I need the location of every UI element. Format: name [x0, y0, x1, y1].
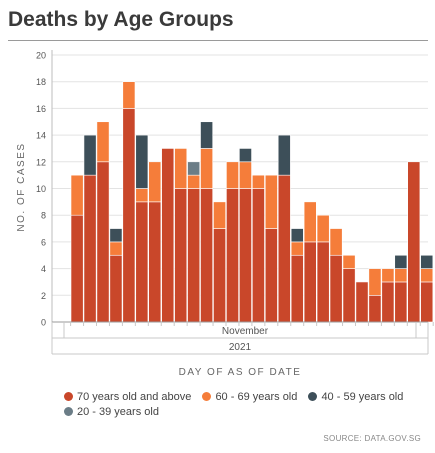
bar-segment-60-69[interactable] [368, 268, 382, 296]
y-tick-label: 12 [36, 157, 46, 167]
legend-item-40-59[interactable]: 40 - 59 years old [308, 390, 403, 405]
legend-label-70-plus: 70 years old and above [77, 391, 192, 403]
legend-label-60-69: 60 - 69 years old [215, 391, 298, 403]
bar-segment-70-plus[interactable] [407, 161, 421, 323]
bar-segment-70-plus[interactable] [148, 201, 162, 323]
title-divider [8, 40, 428, 41]
bar-segment-70-plus[interactable] [381, 281, 395, 323]
bar-segment-60-69[interactable] [109, 241, 123, 256]
bar-segment-60-69[interactable] [174, 148, 188, 189]
bar-segment-40-59[interactable] [420, 254, 434, 269]
y-tick-label: 6 [41, 237, 46, 247]
legend-dot-40-59 [308, 392, 318, 401]
bar-segment-70-plus[interactable] [174, 188, 188, 323]
legend-dot-60-69 [202, 392, 212, 401]
bar-segment-60-69[interactable] [394, 268, 408, 283]
bar-segment-40-59[interactable] [290, 228, 304, 243]
y-tick-label: 4 [41, 264, 46, 274]
bar-segment-40-59[interactable] [394, 254, 408, 269]
bar-segment-60-69[interactable] [96, 121, 110, 163]
bar-segment-60-69[interactable] [252, 174, 265, 189]
bar-segment-60-69[interactable] [200, 148, 213, 189]
legend-dot-70-plus [64, 392, 73, 401]
bar-segment-70-plus[interactable] [83, 174, 97, 323]
legend-dot-20-39 [64, 407, 73, 416]
bar-segment-60-69[interactable] [226, 161, 239, 189]
bar-segment-60-69[interactable] [213, 201, 226, 229]
bar-segment-60-69[interactable] [381, 268, 395, 283]
bar-segment-70-plus[interactable] [122, 108, 136, 323]
bar-segment-70-plus[interactable] [109, 254, 123, 323]
legend-label-20-39: 20 - 39 years old [77, 406, 159, 418]
bar-segment-40-59[interactable] [239, 148, 252, 163]
bar-segment-70-plus[interactable] [239, 188, 252, 323]
y-tick-label: 0 [41, 318, 46, 328]
bar-segment-70-plus[interactable] [368, 294, 382, 323]
bar-segment-60-69[interactable] [303, 201, 317, 243]
y-tick-labels: 0 2 4 6 8 10 12 14 16 18 20 [36, 51, 46, 328]
bar-segment-60-69[interactable] [135, 188, 149, 203]
legend: 70 years old and above 60 - 69 years old… [64, 390, 434, 420]
bar-segment-70-plus[interactable] [277, 174, 291, 323]
bar-segment-70-plus[interactable] [329, 254, 343, 323]
bar-segment-60-69[interactable] [122, 81, 136, 109]
bar-segment-70-plus[interactable] [213, 228, 226, 323]
bar-segment-40-59[interactable] [83, 134, 97, 176]
legend-item-20-39[interactable]: 20 - 39 years old [64, 405, 159, 420]
bar-segment-70-plus[interactable] [70, 214, 84, 323]
bar-segment-60-69[interactable] [316, 214, 330, 243]
bar-segment-60-69[interactable] [148, 161, 162, 203]
bar-segment-70-plus[interactable] [252, 188, 265, 323]
bar-segment-60-69[interactable] [239, 161, 252, 189]
bar-segment-60-69[interactable] [329, 228, 343, 256]
bar-segment-60-69[interactable] [342, 254, 356, 269]
bar-segment-60-69[interactable] [187, 174, 201, 189]
legend-label-40-59: 40 - 59 years old [321, 391, 404, 403]
y-tick-label: 20 [36, 51, 46, 61]
bar-segment-70-plus[interactable] [342, 268, 356, 323]
bar-segment-70-plus[interactable] [187, 188, 201, 323]
bar-segment-70-plus[interactable] [264, 228, 278, 323]
y-tick-label: 14 [36, 131, 46, 141]
bar-segment-70-plus[interactable] [355, 281, 369, 323]
legend-item-70-plus[interactable]: 70 years old and above [64, 390, 191, 405]
bars [70, 81, 434, 323]
bar-segment-70-plus[interactable] [161, 148, 175, 323]
x-month-label: November [222, 326, 269, 337]
bar-segment-70-plus[interactable] [420, 281, 434, 323]
y-tick-label: 10 [36, 184, 46, 194]
bar-segment-60-69[interactable] [264, 174, 278, 229]
bar-segment-60-69[interactable] [290, 241, 304, 256]
bar-segment-70-plus[interactable] [226, 188, 239, 323]
legend-item-60-69[interactable]: 60 - 69 years old [202, 390, 297, 405]
bar-segment-70-plus[interactable] [316, 241, 330, 323]
bar-segment-70-plus[interactable] [135, 201, 149, 323]
bar-segment-70-plus[interactable] [290, 254, 304, 323]
bar-segment-20-39[interactable] [187, 161, 201, 176]
bar-segment-70-plus[interactable] [394, 281, 408, 323]
bar-segment-70-plus[interactable] [96, 161, 110, 323]
bar-segment-40-59[interactable] [135, 134, 149, 189]
bar-segment-70-plus[interactable] [200, 188, 213, 323]
y-tick-label: 18 [36, 77, 46, 87]
x-year-label: 2021 [229, 342, 252, 353]
bar-segment-40-59[interactable] [200, 121, 213, 149]
bar-segment-70-plus[interactable] [303, 241, 317, 323]
bar-segment-40-59[interactable] [109, 228, 123, 243]
bar-segment-60-69[interactable] [420, 268, 434, 283]
bar-segment-40-59[interactable] [277, 134, 291, 176]
y-axis-label: NO. OF CASES [16, 142, 27, 231]
x-axis-label: DAY OF AS OF DATE [179, 367, 302, 378]
bar-segment-60-69[interactable] [70, 174, 84, 216]
axes [51, 50, 434, 355]
y-tick-label: 16 [36, 104, 46, 114]
source-note: SOURCE: DATA.GOV.SG [323, 434, 421, 443]
y-tick-label: 8 [41, 211, 46, 221]
chart-title: Deaths by Age Groups [8, 8, 234, 31]
y-tick-label: 2 [41, 291, 46, 301]
